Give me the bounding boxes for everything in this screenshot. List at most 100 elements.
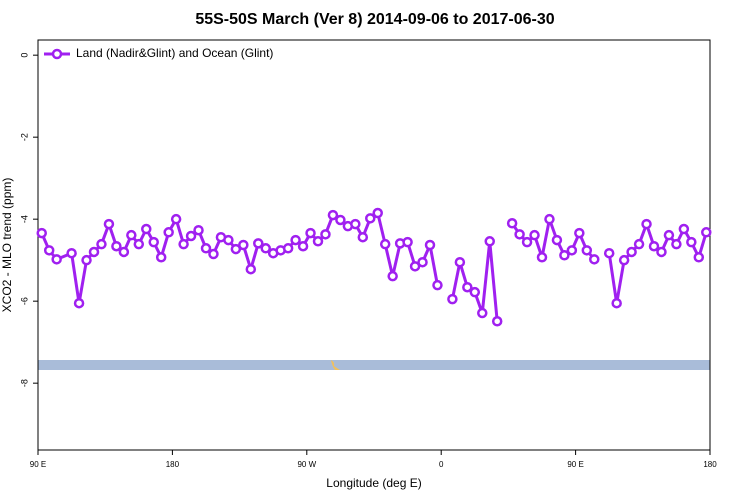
point	[170, 213, 182, 225]
x-tick-label: 90 W	[297, 460, 316, 469]
point	[208, 248, 219, 260]
point	[111, 240, 122, 252]
point	[81, 254, 92, 266]
point	[350, 218, 361, 230]
point	[365, 213, 376, 224]
point	[469, 286, 481, 298]
point	[73, 297, 85, 309]
point	[327, 209, 339, 221]
y-axis-label: XCO2 - MLO trend (ppm)	[0, 178, 14, 313]
point	[686, 236, 697, 248]
point	[133, 238, 145, 250]
point	[626, 246, 637, 258]
point	[245, 263, 257, 275]
point	[574, 227, 585, 239]
legend-marker	[51, 48, 63, 60]
point	[260, 243, 271, 254]
x-tick-label: 180	[703, 460, 717, 469]
point	[447, 293, 458, 305]
point	[536, 252, 548, 263]
point	[282, 243, 294, 254]
point	[36, 227, 47, 239]
point	[118, 246, 130, 258]
point	[357, 231, 369, 243]
point	[693, 252, 705, 263]
point	[51, 254, 62, 265]
point	[409, 261, 421, 272]
point	[200, 243, 212, 254]
point	[253, 238, 264, 249]
point	[618, 254, 630, 266]
point	[462, 281, 473, 293]
point	[320, 229, 331, 240]
point	[335, 214, 346, 226]
point	[178, 238, 189, 250]
point	[424, 239, 436, 251]
point	[230, 243, 242, 255]
point	[663, 229, 675, 241]
point	[701, 227, 712, 238]
point	[656, 246, 667, 258]
point	[544, 213, 555, 225]
point	[559, 250, 570, 261]
point	[603, 247, 615, 259]
point	[305, 227, 316, 239]
point	[514, 229, 525, 240]
point	[417, 256, 428, 268]
point	[297, 240, 309, 252]
x-tick-label: 180	[166, 460, 180, 469]
point	[312, 236, 324, 247]
point	[290, 234, 301, 246]
point	[163, 227, 174, 238]
point	[589, 254, 600, 265]
point	[648, 240, 660, 252]
point	[521, 236, 533, 248]
point	[103, 218, 115, 230]
x-axis-label: Longitude (deg E)	[326, 476, 421, 490]
point	[185, 230, 197, 242]
point	[641, 218, 652, 230]
point	[88, 246, 100, 258]
point	[566, 245, 578, 256]
point	[529, 229, 540, 241]
y-tick-label: -4	[19, 215, 29, 223]
land-mask-patch	[331, 360, 340, 370]
legend-label: Land (Nadir&Glint) and Ocean (Glint)	[76, 46, 273, 60]
point	[148, 236, 159, 248]
point	[141, 223, 152, 235]
x-tick-label: 90 E	[30, 460, 46, 469]
point	[611, 297, 622, 309]
point	[372, 207, 383, 219]
land-mask-band	[38, 360, 710, 370]
point	[484, 236, 495, 247]
y-tick-label: -6	[19, 297, 29, 305]
point	[155, 252, 167, 263]
point	[678, 223, 690, 235]
legend	[40, 42, 286, 66]
point	[581, 245, 593, 256]
point	[96, 238, 107, 250]
point	[238, 239, 249, 251]
point	[387, 270, 398, 282]
y-tick-label: 0	[19, 53, 29, 58]
point	[551, 234, 563, 246]
plot-frame	[37, 39, 711, 451]
point	[43, 245, 55, 256]
x-tick-label: 0	[439, 460, 444, 469]
point	[223, 234, 234, 246]
point	[432, 279, 443, 291]
point	[193, 224, 204, 236]
point	[126, 229, 137, 241]
point	[66, 247, 77, 259]
chart-title: 55S-50S March (Ver 8) 2014-09-06 to 2017…	[195, 11, 554, 28]
y-tick-label: -2	[19, 133, 29, 141]
point	[671, 238, 682, 250]
y-tick-label: -8	[19, 379, 29, 387]
point	[477, 307, 488, 319]
point	[454, 256, 466, 268]
point	[379, 238, 391, 250]
point	[633, 238, 645, 250]
point	[506, 218, 518, 229]
